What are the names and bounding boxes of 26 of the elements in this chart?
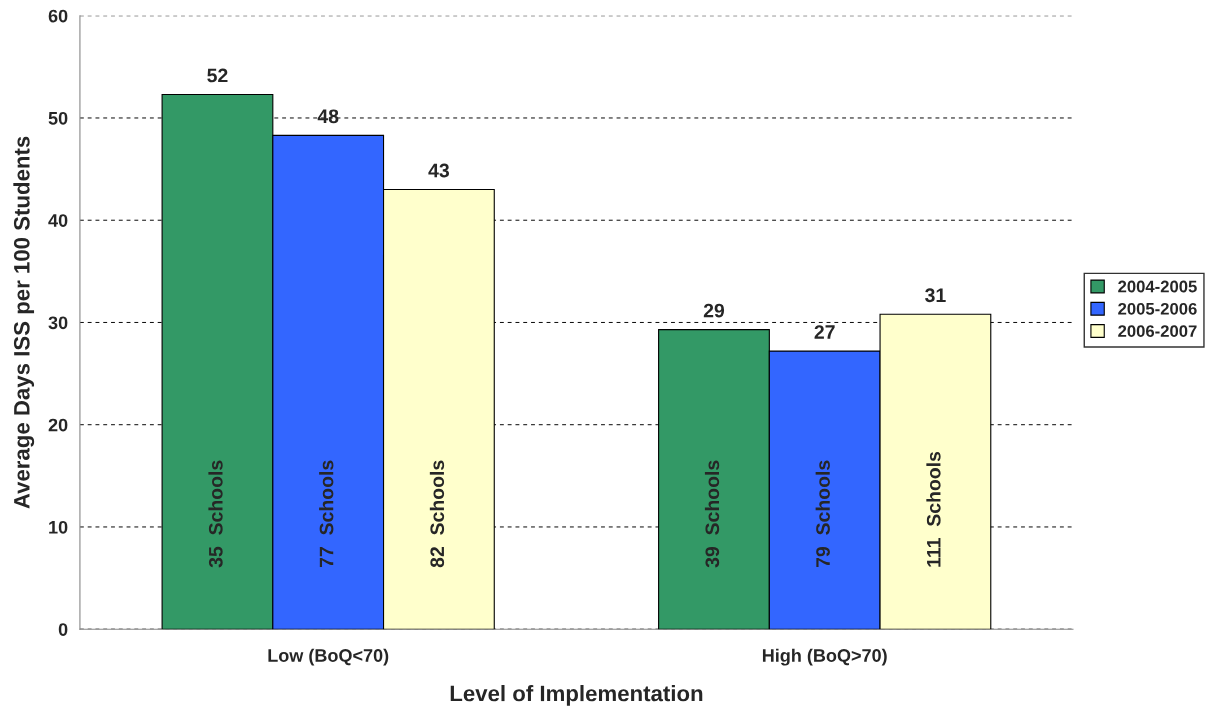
legend-label: 2004-2005 [1118, 280, 1197, 293]
annotation: 35 Schools [208, 460, 223, 568]
data-label: 27 [814, 325, 835, 339]
annotation: 82 Schools [429, 460, 445, 568]
annotation: 77 Schools [319, 460, 334, 568]
x-axis-title: Level of Implementation [450, 685, 703, 706]
data-label: 31 [925, 288, 946, 303]
y-tick-label: 0 [58, 623, 68, 636]
y-tick-label: 10 [49, 520, 68, 534]
data-label: 48 [317, 109, 339, 124]
y-tick-label: 60 [48, 9, 68, 23]
annotation: 39 Schools [704, 460, 720, 568]
y-tick-label: 50 [48, 111, 68, 125]
y-tick-label: 40 [48, 214, 68, 227]
data-label: 52 [207, 68, 228, 83]
legend-label: 2005-2006 [1118, 302, 1197, 315]
y-tick-label: 30 [48, 316, 68, 330]
y-axis-title: Average Days ISS per 100 Students [13, 136, 35, 509]
legend-label: 2006-2007 [1118, 325, 1197, 338]
x-tick-label: Low (BoQ<70) [268, 648, 389, 666]
y-tick-label: 20 [48, 418, 68, 432]
data-label: 43 [428, 163, 450, 178]
annotation: 111 Schools [926, 451, 941, 567]
annotation: 79 Schools [815, 460, 830, 568]
data-label: 29 [703, 303, 725, 318]
x-tick-label: High (BoQ>70) [762, 648, 887, 666]
